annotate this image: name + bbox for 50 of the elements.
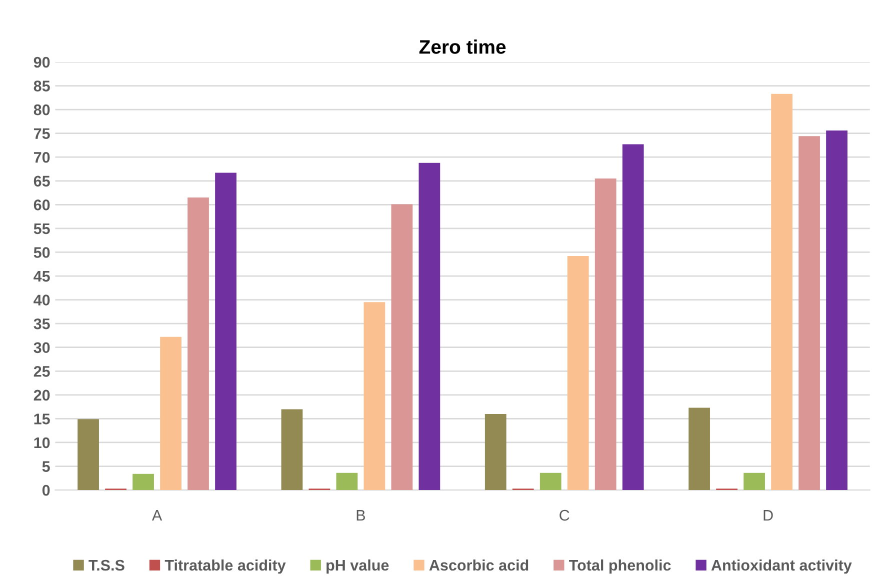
- y-tick-label: 15: [34, 414, 50, 424]
- y-tick-label: 30: [34, 342, 50, 354]
- bar: [364, 302, 386, 490]
- bar: [826, 130, 848, 490]
- legend-label: pH value: [326, 559, 389, 574]
- bar: [744, 472, 765, 490]
- y-tick-label: 60: [34, 200, 50, 210]
- y-tick-label: 10: [34, 437, 50, 448]
- bar: [281, 409, 303, 490]
- bar: [688, 408, 710, 490]
- bar: [484, 414, 506, 490]
- y-tick-label: 55: [34, 223, 50, 234]
- legend-label: Total phenolic: [569, 559, 671, 574]
- legend-label: T.S.S: [88, 560, 124, 571]
- y-tick-label: 65: [34, 176, 50, 187]
- x-tick-label: C: [560, 510, 570, 521]
- bar: [336, 472, 358, 490]
- x-tick-label: A: [152, 510, 162, 521]
- y-tick-label: 70: [34, 152, 50, 163]
- bar: [215, 172, 236, 490]
- legend-label: Ascorbic acid: [429, 559, 528, 571]
- y-tick-label: 45: [34, 271, 50, 282]
- bar: [540, 472, 562, 490]
- y-tick-label: 85: [34, 80, 50, 92]
- bar: [418, 162, 440, 490]
- y-tick-label: 0: [42, 484, 50, 496]
- chart-title: Zero time: [419, 40, 506, 54]
- y-tick-label: 50: [34, 247, 50, 258]
- bar: [771, 94, 792, 490]
- bar: [391, 204, 413, 490]
- legend-label: Titratable acidity: [164, 559, 286, 574]
- bar: [594, 178, 616, 490]
- y-tick-label: 5: [42, 461, 50, 472]
- y-tick-label: 20: [34, 390, 50, 401]
- bar: [188, 198, 209, 490]
- bar: [567, 256, 589, 490]
- x-tick-label: B: [356, 510, 365, 521]
- legend-label: Antioxidant activity: [711, 559, 852, 574]
- bar: [160, 336, 182, 490]
- y-tick-label: 40: [34, 294, 50, 306]
- x-tick-label: D: [764, 510, 773, 521]
- y-tick-label: 35: [34, 318, 50, 330]
- bar: [798, 136, 820, 490]
- y-tick-label: 75: [34, 128, 50, 140]
- y-tick-label: 80: [34, 104, 50, 116]
- y-tick-label: 25: [34, 366, 50, 377]
- bar: [132, 474, 154, 490]
- bar: [78, 419, 99, 490]
- y-tick-label: 90: [34, 56, 50, 68]
- bar: [622, 144, 644, 490]
